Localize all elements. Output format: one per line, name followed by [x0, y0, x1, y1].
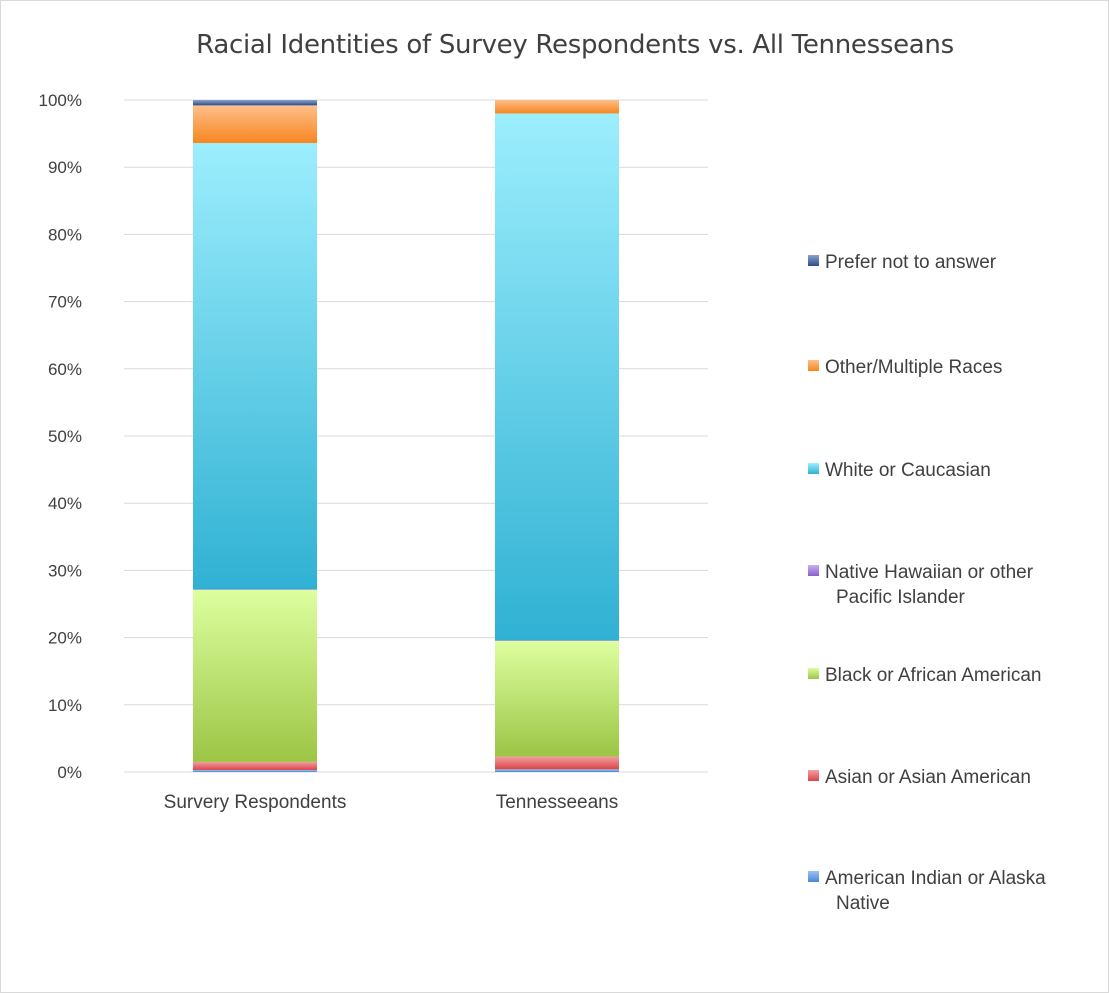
y-tick-label: 50% [48, 427, 82, 446]
bar-segment [193, 589, 317, 590]
bar-segment [495, 640, 619, 641]
y-tick-label: 20% [48, 629, 82, 648]
bar-segment [193, 100, 317, 106]
y-tick-label: 90% [48, 158, 82, 177]
x-category-label: Tennesseeans [496, 792, 619, 813]
legend-label: Black or African American [825, 665, 1041, 686]
y-tick-label: 70% [48, 293, 82, 312]
legend-swatch [808, 565, 819, 576]
legend-label: Other/Multiple Races [825, 357, 1002, 378]
legend-swatch [808, 770, 819, 781]
bar-segment [193, 761, 317, 770]
bar-segment [193, 143, 317, 590]
bar-segment [495, 100, 619, 114]
y-tick-label: 100% [39, 91, 82, 110]
legend-swatch [808, 668, 819, 679]
bar-segment [495, 756, 619, 770]
legend-label: Native Hawaiian or other Pacific Islander [825, 562, 1034, 608]
legend-swatch [808, 360, 819, 371]
y-tick-label: 30% [48, 561, 82, 580]
bar-segment [193, 769, 317, 772]
y-tick-label: 40% [48, 494, 82, 513]
legend-label: Prefer not to answer [825, 252, 997, 273]
bar-segment [495, 113, 619, 641]
y-tick-label: 0% [57, 763, 82, 782]
legend-swatch [808, 871, 819, 882]
bar-segment [193, 589, 317, 762]
axes: 0% 10% 20% 30% 40% 50% 60% 70% 80% 90% 100% Survery… [39, 91, 619, 813]
legend-label: White or Caucasian [825, 460, 991, 481]
x-category-label: Survery Respondents [164, 792, 347, 813]
bar-segment [495, 769, 619, 772]
legend-label: Asian or Asian American [825, 767, 1031, 788]
bars [193, 100, 619, 772]
y-tick-label: 60% [48, 360, 82, 379]
bar-segment [495, 640, 619, 757]
legend-swatch [808, 255, 819, 266]
legend-label: American Indian or Alaska Native [825, 868, 1046, 914]
y-tick-label: 10% [48, 696, 82, 715]
y-tick-label: 80% [48, 225, 82, 244]
legend-swatch [808, 463, 819, 474]
legend: Prefer not to answer Other/Multiple Races… [808, 252, 1046, 914]
bar-segment [193, 105, 317, 144]
chart-title: Racial Identities of Survey Respondents … [196, 30, 954, 60]
